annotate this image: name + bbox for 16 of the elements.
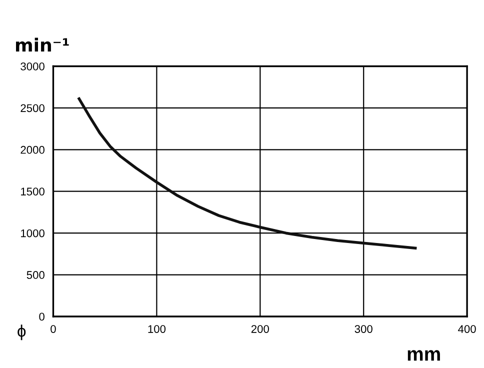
y-tick-label: 1500 — [21, 188, 44, 196]
x-axis-title: mm — [408, 350, 440, 361]
y-axis-title: min⁻¹ — [16, 38, 69, 52]
x-tick-label: 200 — [251, 325, 269, 333]
y-tick-label: 0 — [39, 312, 44, 321]
x-tick-label: 0 — [50, 325, 56, 333]
y-tick-label: 2000 — [20, 146, 44, 154]
y-tick-label: 2500 — [20, 104, 44, 112]
y-tick-label: 500 — [26, 271, 44, 279]
line-series — [78, 97, 417, 250]
y-tick-label: 1000 — [21, 229, 44, 238]
y-tick-label: 3000 — [20, 62, 44, 70]
text: ϕ — [18, 324, 26, 340]
x-tick-label: 300 — [354, 325, 372, 333]
x-tick-label: 100 — [148, 325, 166, 333]
x-tick-label: 400 — [458, 325, 476, 333]
